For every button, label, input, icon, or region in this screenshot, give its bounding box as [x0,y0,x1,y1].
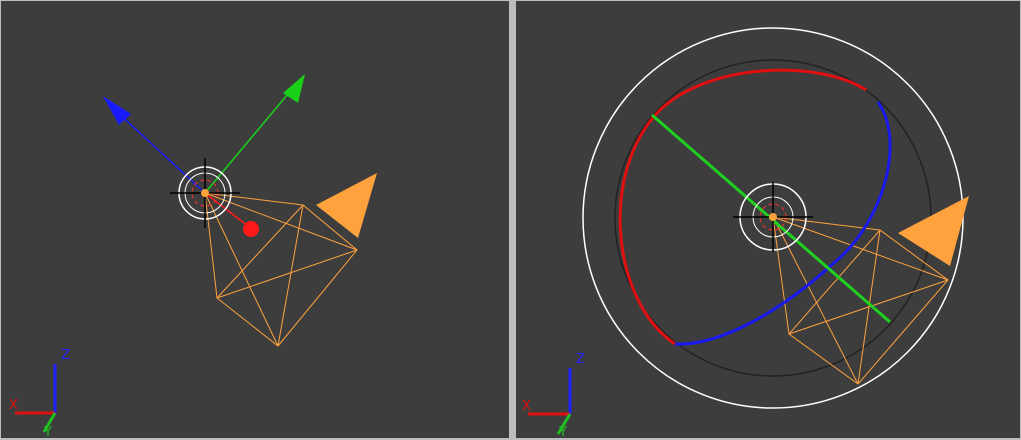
axis-label-x: X [522,399,531,414]
camera-wireframe [772,216,949,385]
origin-dot [201,189,209,197]
mini-y-axis [556,413,572,435]
gizmo-x-handle [243,221,259,237]
viewport-left[interactable]: Z X Y [1,1,509,440]
gizmo-z-arrow [103,96,131,125]
axis-label-y: Y [558,425,567,440]
camera-up-triangle [898,196,969,266]
rotate-x-ring [618,68,867,346]
gizmo-y-arrow [283,74,305,103]
axis-label-z: Z [61,348,70,363]
mini-y-axis [42,412,57,433]
gizmo-x-axis [204,192,249,227]
origin-dot [769,213,777,221]
axis-label-z: Z [576,352,585,367]
camera-up-triangle [316,173,377,238]
axis-label-y: Y [43,425,52,440]
camera-wireframe [204,192,358,347]
axis-label-x: X [9,398,18,413]
gizmo-y-axis [204,87,294,194]
rotate-z-ring [674,101,892,346]
viewport-bg [1,1,509,438]
viewport-right[interactable]: Z X Y [516,1,1020,440]
